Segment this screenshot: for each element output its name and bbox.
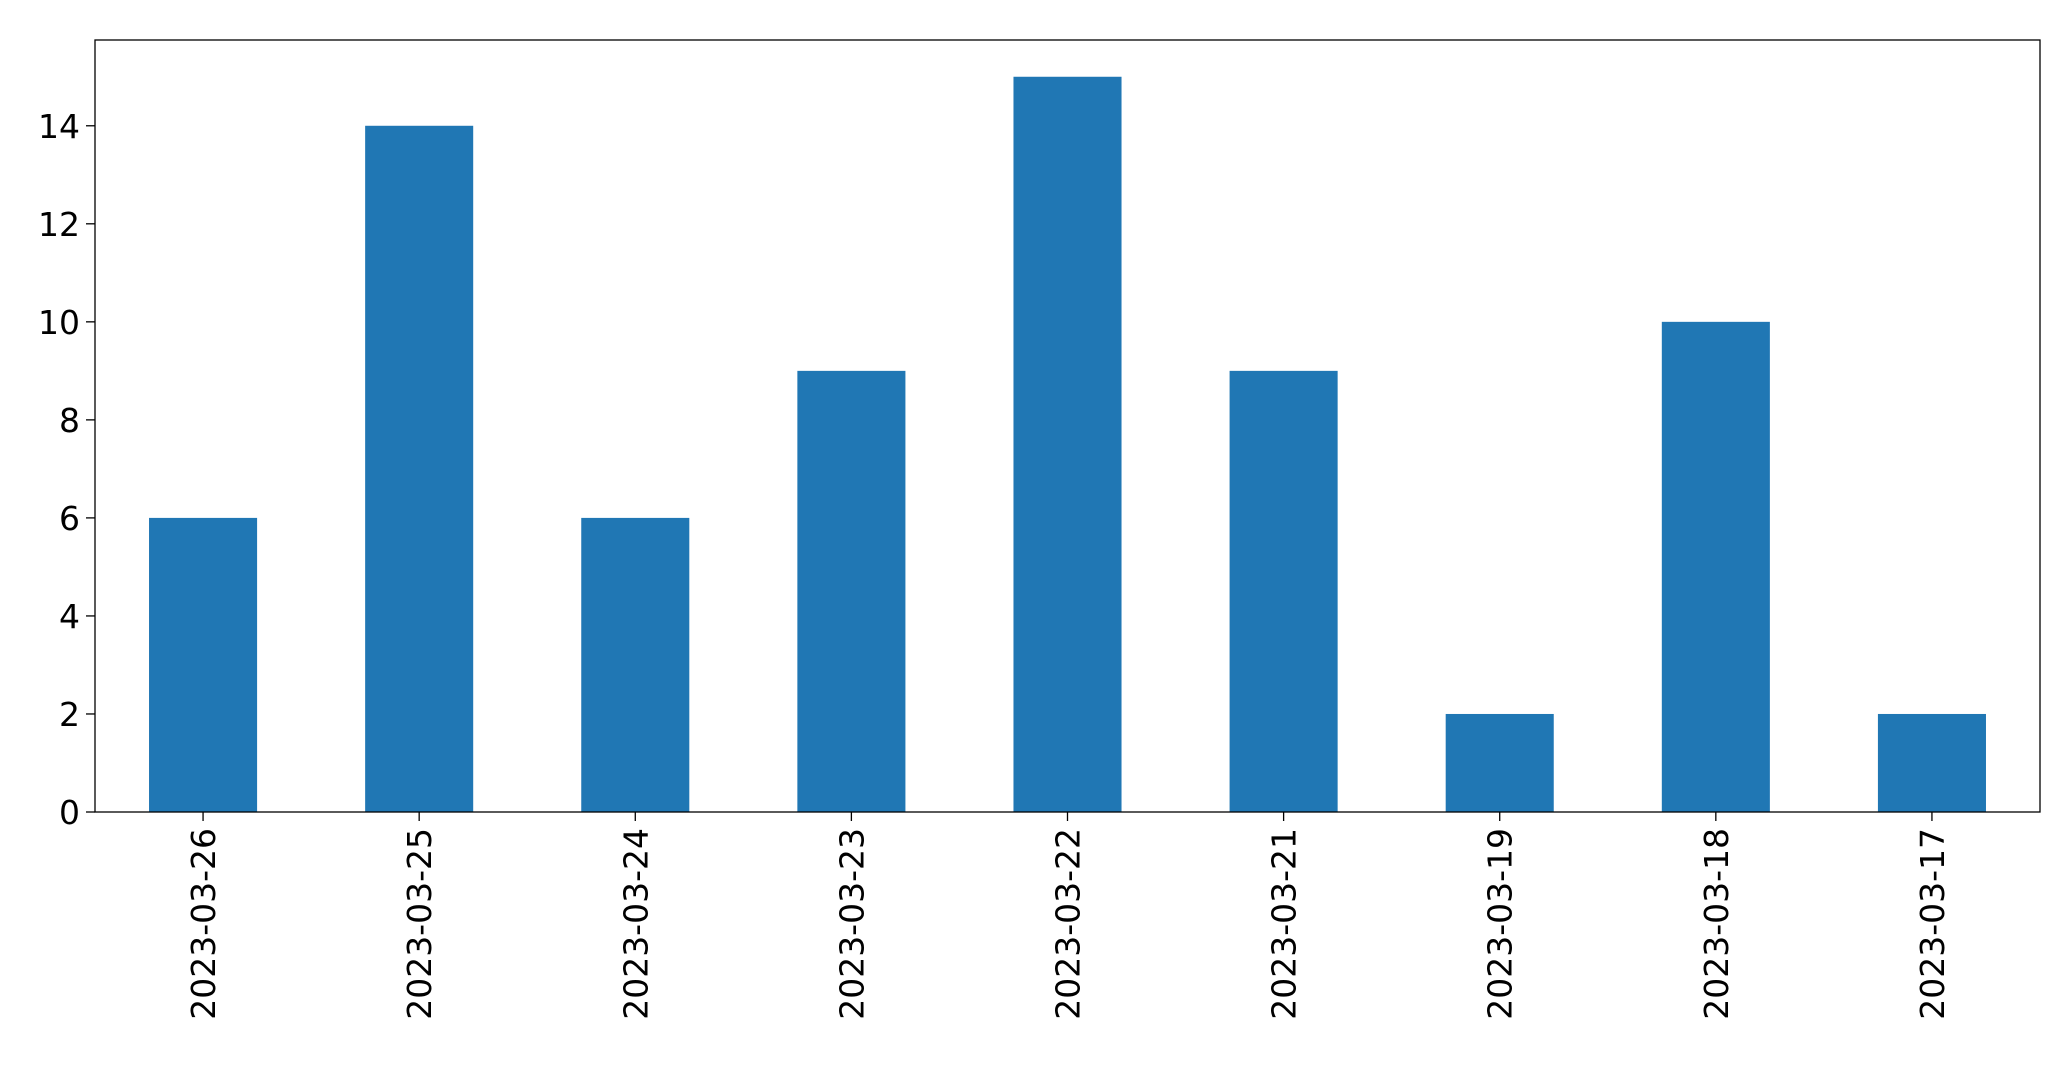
bar-2023-03-17 bbox=[1877, 713, 1986, 812]
x-tick-label-2023-03-24: 2023-03-24 bbox=[616, 828, 655, 1020]
y-tick-label-2: 2 bbox=[59, 695, 80, 734]
bar-2023-03-21 bbox=[1229, 370, 1338, 812]
bar-2023-03-26 bbox=[149, 517, 258, 812]
bar-2023-03-19 bbox=[1445, 713, 1554, 812]
x-tick-label-2023-03-23: 2023-03-23 bbox=[832, 828, 871, 1020]
x-tick-label-2023-03-22: 2023-03-22 bbox=[1049, 828, 1088, 1020]
x-axis: 2023-03-26 2023-03-25 2023-03-24 2023-03-23… bbox=[184, 812, 1952, 1020]
y-axis: 0 2 4 6 8 10 12 14 bbox=[38, 107, 95, 832]
x-tick-label-2023-03-26: 2023-03-26 bbox=[184, 828, 223, 1020]
bar-2023-03-25 bbox=[365, 125, 474, 812]
bar-2023-03-23 bbox=[797, 370, 906, 812]
x-tick-label-2023-03-19: 2023-03-19 bbox=[1481, 828, 1520, 1020]
x-tick-label-2023-03-17: 2023-03-17 bbox=[1913, 828, 1952, 1020]
bar-2023-03-24 bbox=[581, 517, 690, 812]
bar-2023-03-22 bbox=[1013, 76, 1122, 812]
y-tick-label-12: 12 bbox=[38, 205, 80, 244]
y-tick-label-14: 14 bbox=[38, 107, 80, 146]
y-tick-label-6: 6 bbox=[59, 499, 80, 538]
y-tick-label-8: 8 bbox=[59, 401, 80, 440]
y-tick-label-10: 10 bbox=[38, 303, 80, 342]
x-tick-label-2023-03-18: 2023-03-18 bbox=[1697, 828, 1736, 1020]
y-tick-label-4: 4 bbox=[59, 597, 80, 636]
x-tick-label-2023-03-25: 2023-03-25 bbox=[400, 828, 439, 1020]
bar-2023-03-18 bbox=[1661, 321, 1770, 812]
x-tick-label-2023-03-21: 2023-03-21 bbox=[1265, 828, 1304, 1020]
bars-layer bbox=[149, 76, 1986, 812]
y-tick-label-0: 0 bbox=[59, 793, 80, 832]
